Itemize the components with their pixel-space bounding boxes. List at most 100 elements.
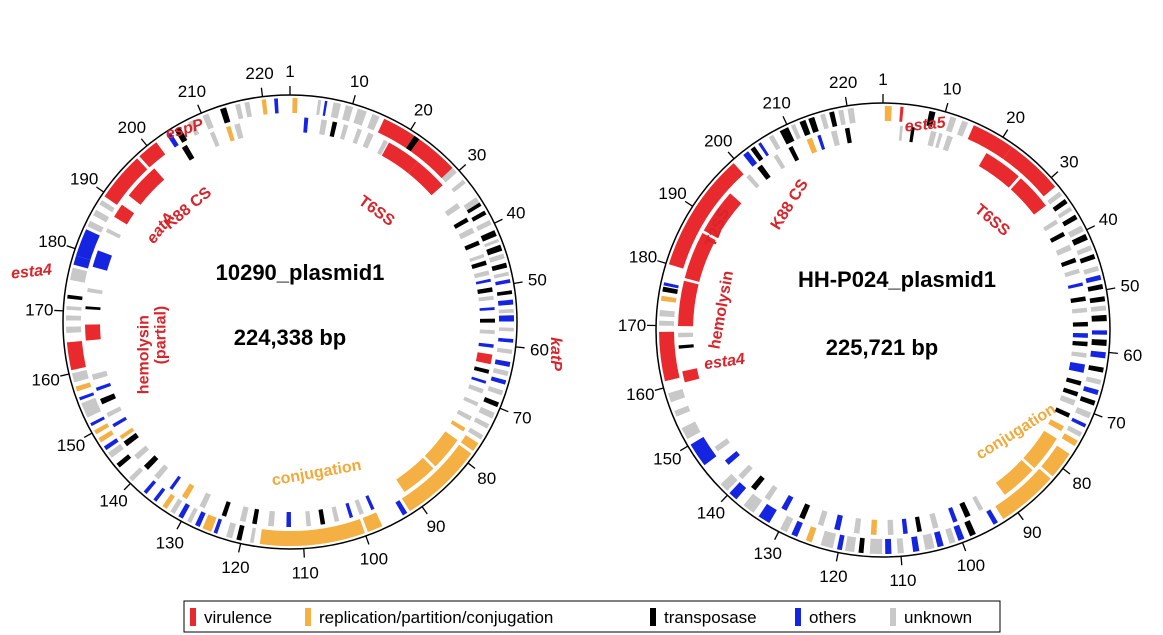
gene-label: T6SS <box>971 201 1013 240</box>
tick-label: 170 <box>25 301 53 320</box>
inner-feature-transposase <box>252 508 260 525</box>
outer-feature-others <box>498 315 514 322</box>
inner-feature-transposase <box>477 287 493 294</box>
outer-feature-unknown <box>847 107 856 124</box>
outer-feature-unknown <box>498 327 514 332</box>
inner-feature-unknown <box>929 512 939 529</box>
legend-label-unknown: unknown <box>904 608 972 627</box>
tick-label: 80 <box>1072 474 1091 493</box>
tick-mark <box>1002 129 1009 138</box>
outer-feature-replication <box>1061 433 1078 447</box>
inner-feature-unknown <box>678 332 694 338</box>
outer-feature-others <box>934 531 944 548</box>
outer-feature-unknown <box>87 220 104 233</box>
inner-feature-transposase <box>318 509 326 525</box>
tick-label: 40 <box>506 204 525 223</box>
outer-feature-others <box>836 534 845 551</box>
outer-feature-virulence <box>659 331 680 382</box>
tick-mark <box>421 506 428 515</box>
outer-feature-others <box>490 376 507 385</box>
outer-feature-replication <box>94 423 110 435</box>
inner-feature-others <box>1067 282 1084 289</box>
gene-label: esta4 <box>10 261 53 282</box>
tick-label: 1 <box>285 62 294 81</box>
inner-feature-unknown <box>352 128 362 145</box>
inner-feature-others <box>112 416 127 428</box>
inner-feature-others <box>475 278 491 285</box>
outer-feature-unknown <box>1076 245 1093 256</box>
plasmid-map-10290: 1102030405060708090100110120130140150160… <box>10 62 564 583</box>
gene-label: T6SS <box>355 193 398 230</box>
outer-feature-others <box>274 98 279 114</box>
tick-mark <box>1062 467 1071 475</box>
tick-mark <box>123 483 131 491</box>
legend-label-transposase: transposase <box>664 608 757 627</box>
outer-feature-replication <box>995 468 1051 519</box>
inner-feature-unknown <box>106 406 122 418</box>
inner-feature-transposase <box>678 344 694 349</box>
outer-feature-replication <box>292 98 298 114</box>
outer-feature-replication <box>261 99 268 115</box>
plasmid-name-10290: 10290_plasmid1 <box>216 260 385 285</box>
tick-mark <box>1086 225 1096 231</box>
inner-feature-unknown <box>87 288 103 295</box>
outer-feature-transposase <box>67 294 83 301</box>
outer-feature-unknown <box>473 417 490 429</box>
outer-feature-unknown <box>316 99 322 116</box>
outer-feature-unknown <box>451 179 466 193</box>
inner-feature-others <box>948 507 958 523</box>
outer-feature-others <box>90 416 105 427</box>
tick-label: 80 <box>477 469 496 488</box>
inner-feature-unknown <box>478 295 494 302</box>
tick-label: 220 <box>829 73 857 92</box>
inner-feature-transposase <box>181 144 195 161</box>
inner-feature-unknown <box>91 370 108 381</box>
inner-feature-transposase <box>1060 257 1077 268</box>
inner-feature-unknown <box>463 396 479 407</box>
outer-feature-unknown <box>81 397 102 418</box>
outer-feature-transposase <box>964 520 976 537</box>
outer-feature-others <box>953 524 965 541</box>
inner-feature-unknown <box>134 445 150 460</box>
inner-feature-transposase <box>844 127 852 144</box>
tick-label: 70 <box>513 408 532 427</box>
outer-feature-transposase <box>483 397 500 408</box>
outer-feature-transposase <box>491 262 508 272</box>
tick-mark <box>844 96 848 106</box>
outer-feature-unknown <box>1047 191 1063 205</box>
tick-mark <box>467 462 476 470</box>
outer-feature-others <box>743 151 758 167</box>
legend-label-virulence: virulence <box>204 608 272 627</box>
tick-label: 200 <box>704 132 732 151</box>
inner-feature-unknown <box>764 485 778 501</box>
outer-feature-unknown <box>659 310 675 318</box>
tick-mark <box>684 200 694 207</box>
gene-label: K88 CS <box>161 184 215 233</box>
inner-feature-others <box>781 494 794 511</box>
tick-label: 60 <box>1123 346 1142 365</box>
inner-feature-replication <box>870 519 877 535</box>
inner-feature-unknown <box>444 203 461 217</box>
inner-feature-transposase <box>464 240 480 251</box>
tick-mark <box>176 520 182 530</box>
outer-feature-unknown <box>1057 206 1073 219</box>
tick-mark <box>782 115 788 125</box>
inner-feature-unknown <box>1071 307 1088 314</box>
tick-label: 70 <box>1107 414 1126 433</box>
inner-feature-unknown <box>469 253 485 262</box>
outer-feature-unknown <box>1083 265 1099 275</box>
tick-mark <box>303 548 305 558</box>
outer-feature-replication <box>460 435 479 452</box>
tick-mark <box>727 151 735 160</box>
outer-feature-unknown <box>681 421 701 440</box>
inner-feature-transposase <box>1065 377 1082 386</box>
inner-feature-transposase <box>750 475 765 491</box>
tick-label: 20 <box>414 100 433 119</box>
outer-feature-others <box>195 511 206 527</box>
outer-feature-transposase <box>220 107 231 124</box>
outer-feature-unknown <box>945 116 957 133</box>
gene-label: K88 CS <box>768 176 812 233</box>
inner-feature-transposase <box>914 516 922 533</box>
outer-feature-unknown <box>498 308 514 314</box>
outer-feature-others <box>1085 274 1102 284</box>
